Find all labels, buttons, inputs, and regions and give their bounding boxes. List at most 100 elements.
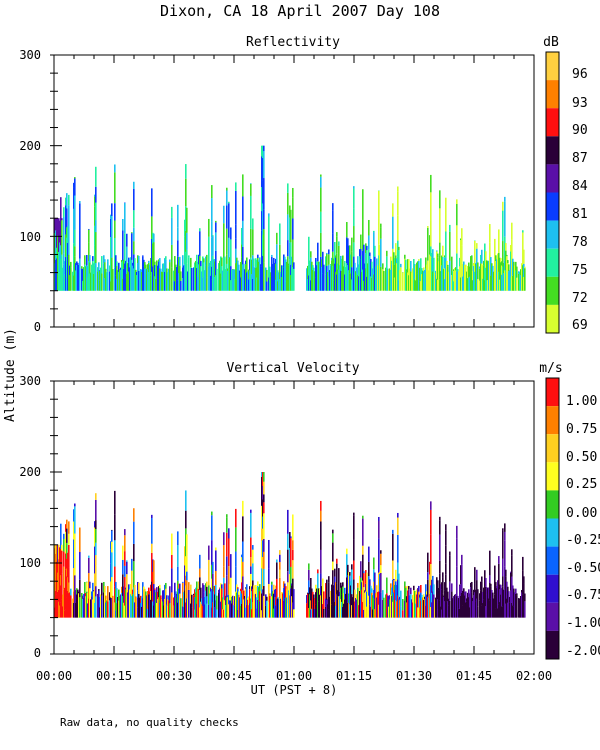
reflectivity-cell	[116, 278, 118, 291]
reflectivity-cell	[56, 258, 58, 291]
reflectivity-cell	[164, 271, 166, 291]
velocity-cell	[504, 523, 506, 532]
velocity-cell	[111, 529, 113, 531]
reflectivity-colorbar	[545, 51, 560, 334]
reflectivity-cell	[177, 256, 179, 281]
reflectivity-cell	[374, 256, 376, 291]
velocity-cell	[94, 573, 96, 603]
colorbar-label: 0.25	[566, 477, 597, 492]
reflectivity-cell	[133, 181, 135, 189]
reflectivity-cell	[118, 262, 120, 272]
velocity-cell	[66, 542, 68, 559]
velocity-cell	[495, 590, 497, 609]
colorbar-swatch	[546, 52, 559, 81]
reflectivity-cell	[203, 258, 205, 263]
colorbar-swatch	[546, 434, 559, 463]
reflectivity-cell	[439, 255, 441, 280]
reflectivity-cell	[133, 227, 135, 242]
reflectivity-cell	[412, 268, 414, 291]
reflectivity-cell	[520, 275, 522, 291]
reflectivity-cell	[201, 271, 203, 291]
velocity-cell	[291, 596, 293, 618]
reflectivity-cell	[289, 217, 291, 243]
velocity-cell	[390, 594, 392, 618]
velocity-cell	[165, 582, 167, 589]
velocity-cell	[122, 595, 124, 618]
velocity-colorbar-labels: 1.00 0.75 0.50 0.25 0.00 -0.25 -0.50 -0.…	[566, 394, 600, 659]
velocity-cell	[58, 544, 60, 560]
reflectivity-cell	[64, 261, 66, 275]
reflectivity-cell	[472, 280, 474, 291]
velocity-cell	[331, 587, 333, 605]
velocity-cell	[389, 599, 391, 618]
velocity-cell	[497, 608, 499, 618]
velocity-cell	[481, 576, 483, 582]
velocity-cell	[379, 573, 381, 592]
reflectivity-cell	[356, 267, 358, 274]
velocity-cell	[187, 598, 189, 618]
velocity-cell	[58, 590, 60, 602]
reflectivity-cell	[116, 266, 118, 279]
reflectivity-cell	[114, 220, 116, 238]
velocity-cell	[226, 556, 228, 576]
reflectivity-cell	[128, 257, 130, 263]
reflectivity-cell	[283, 267, 285, 291]
reflectivity-cell	[325, 274, 327, 291]
reflectivity-cell	[432, 271, 434, 291]
reflectivity-cell	[149, 269, 151, 291]
reflectivity-cell	[233, 272, 235, 291]
velocity-cell	[308, 569, 310, 581]
velocity-cell	[502, 530, 504, 559]
reflectivity-cell	[255, 258, 257, 268]
colorbar-label: 81	[572, 207, 588, 222]
velocity-cell	[262, 516, 264, 529]
reflectivity-cell	[349, 273, 351, 291]
reflectivity-cell	[276, 274, 278, 291]
reflectivity-cell	[152, 266, 154, 291]
velocity-cell	[353, 512, 355, 516]
reflectivity-cell	[486, 260, 488, 281]
velocity-cell	[398, 598, 400, 618]
velocity-cell	[79, 527, 81, 552]
velocity-cell	[318, 594, 320, 602]
velocity-cell	[315, 584, 317, 593]
reflectivity-cell	[371, 261, 373, 278]
reflectivity-cell	[75, 263, 77, 271]
velocity-cell	[429, 574, 431, 594]
reflectivity-cell	[316, 261, 318, 266]
velocity-cell	[133, 521, 135, 544]
reflectivity-cell	[158, 261, 160, 291]
velocity-cell	[94, 546, 96, 574]
velocity-cell	[429, 593, 431, 618]
velocity-cell	[353, 560, 355, 580]
reflectivity-cell	[184, 236, 186, 265]
velocity-cell	[287, 571, 289, 583]
velocity-cell	[486, 587, 488, 595]
reflectivity-cell	[421, 274, 423, 291]
velocity-cell	[387, 595, 389, 605]
reflectivity-cell	[73, 187, 75, 209]
reflectivity-cell	[137, 255, 139, 263]
velocity-cell	[337, 596, 339, 618]
reflectivity-cell	[114, 164, 116, 173]
velocity-cell	[283, 581, 285, 588]
velocity-cell	[241, 582, 243, 594]
velocity-cell	[342, 586, 344, 608]
reflectivity-cell	[442, 256, 444, 291]
velocity-cell	[152, 559, 154, 572]
reflectivity-cell	[82, 280, 84, 291]
reflectivity-cell	[461, 269, 463, 291]
velocity-cell	[118, 589, 120, 601]
reflectivity-cell	[257, 254, 259, 259]
reflectivity-cell	[460, 240, 462, 268]
velocity-cell	[166, 595, 168, 605]
velocity-cell	[183, 607, 185, 618]
velocity-cell	[197, 588, 199, 607]
reflectivity-cell	[443, 268, 445, 270]
reflectivity-cell	[433, 257, 435, 291]
reflectivity-cell	[443, 269, 445, 291]
reflectivity-cell	[193, 267, 195, 268]
velocity-cell	[244, 595, 246, 599]
velocity-cell	[257, 581, 259, 586]
velocity-cell	[424, 596, 426, 599]
